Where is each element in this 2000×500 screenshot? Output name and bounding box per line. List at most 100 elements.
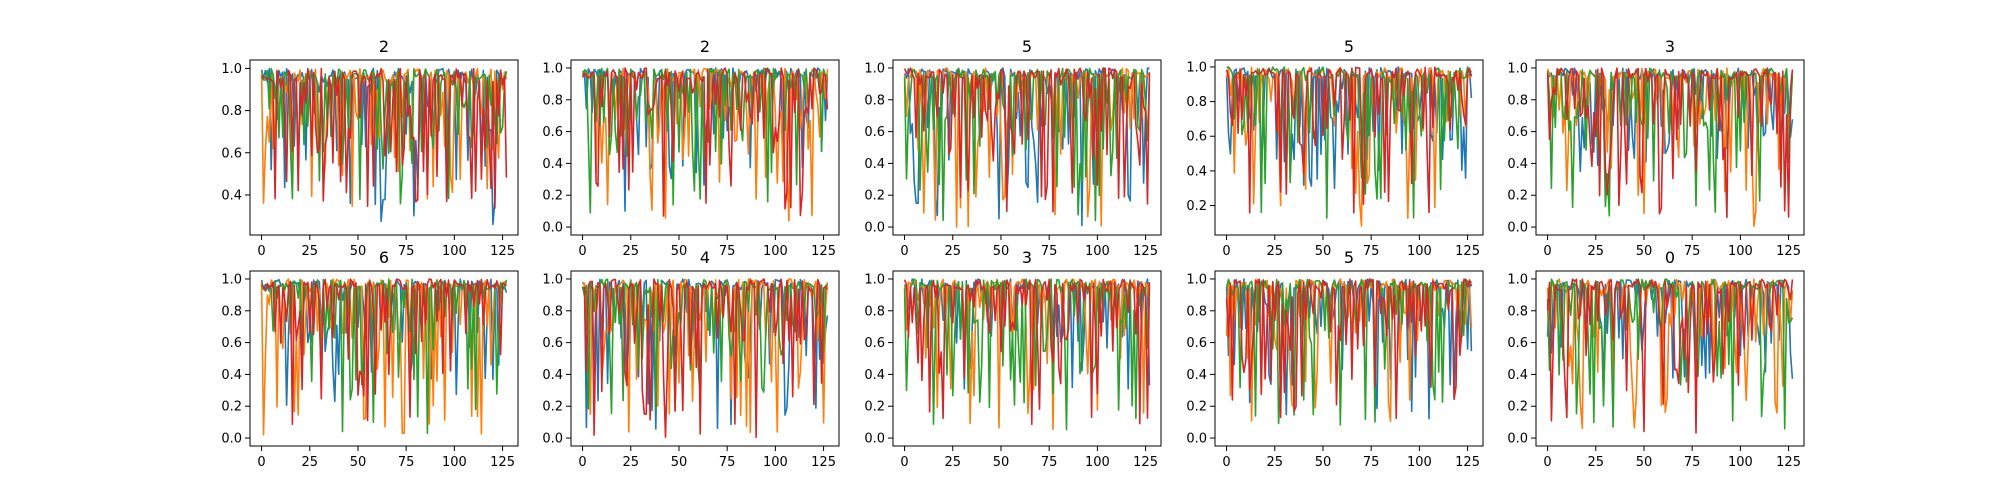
x-tick-label: 75 [398,455,415,470]
x-tick-label: 125 [490,244,515,259]
x-tick-label: 125 [1776,244,1801,259]
x-tick-label: 25 [1587,455,1604,470]
subplot-7: 0 25 50 75 100 125 0.0 0.2 0.4 0.6 0.8 1.0 4 [542,248,840,470]
x-tick-label: 0 [1222,455,1230,470]
subplot-6: 0 25 50 75 100 125 0.0 0.2 0.4 0.6 0.8 1.0 6 [221,248,519,470]
axes-frame [570,270,840,447]
y-tick-label: 0.2 [542,189,563,204]
x-tick-label: 50 [1636,455,1653,470]
series-line-4 [1546,278,1794,434]
series-line-4 [1225,278,1473,420]
x-tick-label: 50 [993,455,1010,470]
x-tick-label: 100 [1085,244,1110,259]
x-tick-label: 75 [398,244,415,259]
y-tick-label: 0.6 [1507,125,1528,140]
subplot-title: 0 [1665,248,1675,267]
y-tick-label: 0.4 [542,157,563,172]
y-tick-label: 0.2 [1507,400,1528,415]
x-tick-label: 0 [578,244,586,259]
subplot-5: 0 25 50 75 100 125 0.0 0.2 0.4 0.6 0.8 1.0 3 [1507,37,1805,259]
x-tick-label: 100 [1085,455,1110,470]
y-tick-label: 0.4 [1507,157,1528,172]
x-tick-label: 75 [1041,244,1058,259]
x-tick-label: 75 [1363,455,1380,470]
y-tick-label: 1.0 [542,61,563,76]
y-tick-label: 1.0 [1186,272,1207,287]
x-tick-label: 50 [1315,244,1332,259]
series-group [260,67,508,226]
x-tick-label: 100 [1728,244,1753,259]
y-tick-label: 0.6 [1186,130,1207,145]
subplot-8: 0 25 50 75 100 125 0.0 0.2 0.4 0.6 0.8 1.0 3 [864,248,1162,470]
x-tick-label: 50 [350,455,367,470]
x-tick-label: 100 [1728,455,1753,470]
axes-frame [249,270,519,447]
y-tick-label: 0.0 [1186,432,1207,447]
x-tick-label: 125 [1776,455,1801,470]
x-tick-label: 0 [1222,244,1230,259]
x-tick-label: 75 [1041,455,1058,470]
x-tick-label: 75 [719,244,736,259]
y-tick-label: 0.6 [1507,336,1528,351]
series-line-4 [903,67,1151,213]
y-tick-label: 0.4 [542,368,563,383]
x-tick-label: 25 [1266,455,1283,470]
series-group [1546,278,1794,434]
x-tick-label: 125 [1133,244,1158,259]
series-line-4 [582,278,829,439]
subplot-title: 2 [379,37,389,56]
axes-frame [249,59,519,236]
subplot-title: 5 [1022,37,1032,56]
y-tick-label: 1.0 [542,272,563,287]
x-tick-label: 100 [442,244,467,259]
subplot-2: 0 25 50 75 100 125 0.0 0.2 0.4 0.6 0.8 1.0 2 [542,37,840,259]
y-tick-label: 0.0 [1507,221,1528,236]
x-tick-label: 125 [1455,455,1480,470]
x-tick-label: 0 [1543,455,1551,470]
y-tick-label: 0.4 [1186,164,1207,179]
y-tick-label: 0.0 [542,221,563,236]
series-line-3 [581,278,828,415]
x-tick-label: 25 [944,455,961,470]
x-tick-label: 0 [578,455,586,470]
subplot-1: 0 25 50 75 100 125 0.4 0.6 0.8 1.0 2 [221,37,519,259]
y-tick-label: 0.6 [221,336,242,351]
subplot-title: 4 [700,248,710,267]
x-tick-label: 100 [442,455,467,470]
y-tick-label: 0.8 [1186,95,1207,110]
axes-frame [1535,270,1805,447]
x-tick-label: 75 [1363,244,1380,259]
x-tick-label: 0 [900,455,908,470]
y-tick-label: 0.8 [542,304,563,319]
x-tick-label: 50 [1315,455,1332,470]
y-tick-label: 0.2 [221,400,242,415]
series-group [1225,278,1473,426]
y-tick-label: 0.8 [864,304,885,319]
subplot-9: 0 25 50 75 100 125 0.0 0.2 0.4 0.6 0.8 1.0 5 [1186,248,1484,470]
y-tick-label: 1.0 [1507,272,1528,287]
y-tick-label: 0.2 [1186,199,1207,214]
y-tick-label: 1.0 [864,61,885,76]
subplot-title: 3 [1022,248,1032,267]
x-tick-label: 0 [257,244,265,259]
y-tick-label: 1.0 [1186,60,1207,75]
series-group [903,67,1151,228]
x-tick-label: 0 [257,455,265,470]
x-tick-label: 25 [1587,244,1604,259]
axes-frame [570,59,840,236]
y-tick-label: 0.8 [221,304,242,319]
x-tick-label: 50 [671,455,688,470]
y-tick-label: 0.6 [221,146,242,161]
x-tick-label: 100 [1407,244,1432,259]
y-tick-label: 0.4 [1186,368,1207,383]
y-tick-label: 1.0 [221,272,242,287]
series-line-4 [261,278,507,426]
y-tick-label: 0.6 [542,125,563,140]
subplot-4: 0 25 50 75 100 125 0.2 0.4 0.6 0.8 1.0 5 [1186,37,1484,259]
series-group [1225,66,1473,227]
x-tick-label: 125 [490,455,515,470]
y-tick-label: 1.0 [864,272,885,287]
y-tick-label: 0.4 [221,368,242,383]
subplot-title: 5 [1344,37,1354,56]
y-tick-label: 1.0 [221,62,242,77]
